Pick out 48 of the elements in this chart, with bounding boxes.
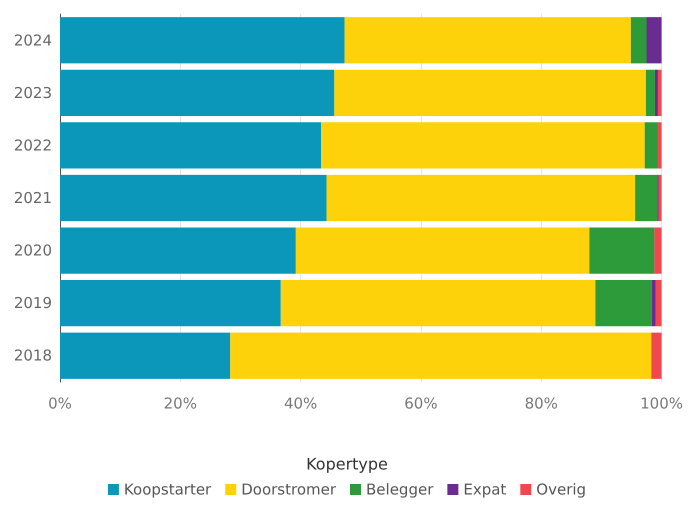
bar xyxy=(644,122,658,169)
x-tick-label: 100% xyxy=(640,394,684,412)
bar xyxy=(652,280,656,326)
y-tick-label: 2022 xyxy=(14,136,52,154)
bar xyxy=(60,227,296,274)
bar xyxy=(60,122,322,169)
bar xyxy=(654,227,662,274)
x-tick-label: 60% xyxy=(404,394,438,412)
bar xyxy=(60,174,326,222)
bar xyxy=(589,227,654,274)
x-tick-label: 40% xyxy=(284,394,318,412)
y-tick-label: 2020 xyxy=(14,242,52,260)
bar xyxy=(60,17,345,64)
bar xyxy=(630,17,647,64)
y-tick-label: 2024 xyxy=(14,31,52,50)
bar xyxy=(656,280,662,326)
legend-label: Koopstarter xyxy=(124,480,212,498)
bar xyxy=(658,122,662,169)
bar xyxy=(296,227,590,274)
bar xyxy=(334,70,646,116)
y-tick-label: 2023 xyxy=(14,84,52,102)
y-tick-label: 2019 xyxy=(14,294,52,312)
bar xyxy=(60,332,230,379)
bar xyxy=(646,70,655,116)
bar xyxy=(658,70,662,116)
legend-label: Overig xyxy=(536,480,586,498)
bar xyxy=(326,174,636,222)
bar xyxy=(344,17,631,64)
legend-label: Expat xyxy=(463,480,506,498)
x-tick-label: 80% xyxy=(524,394,558,412)
bar xyxy=(60,280,281,326)
x-tick-label: 20% xyxy=(164,394,197,412)
bar xyxy=(654,70,658,116)
bar xyxy=(651,332,662,379)
bar xyxy=(646,17,662,64)
bar xyxy=(595,280,652,326)
bar xyxy=(658,174,662,222)
bar xyxy=(321,122,645,169)
x-tick-label: 0% xyxy=(48,394,72,412)
y-tick-label: 2018 xyxy=(14,346,52,365)
legend-label: Belegger xyxy=(366,480,434,498)
bar xyxy=(280,280,596,326)
bar xyxy=(635,174,658,222)
legend-title: Kopertype xyxy=(306,454,388,474)
y-tick-label: 2021 xyxy=(14,189,52,207)
bar xyxy=(60,70,334,116)
bar xyxy=(230,332,652,379)
legend-label: Doorstromer xyxy=(241,480,337,498)
